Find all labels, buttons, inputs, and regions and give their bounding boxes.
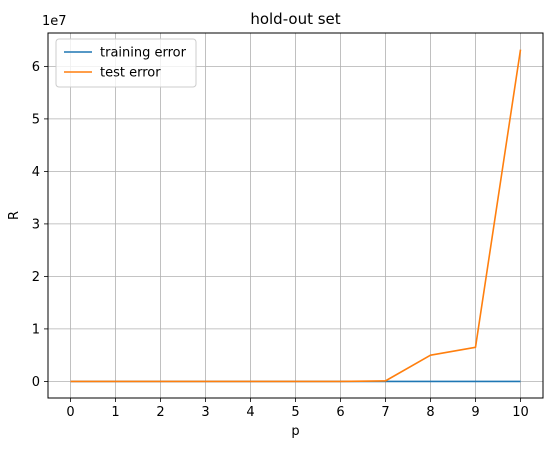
y-axis-label: R (7, 211, 22, 220)
legend-label: test error (100, 66, 161, 81)
ticks: 0 1 2 3 4 5 6 7 8 9 10 0 1 2 3 4 5 6 (32, 60, 529, 420)
series-line (70, 49, 522, 383)
legend-box (55, 38, 197, 88)
y-tick-label: 4 (32, 165, 40, 180)
y-tick-label: 5 (32, 112, 40, 127)
legend: training error test error (55, 38, 197, 88)
y-tick-label: 0 (32, 375, 40, 390)
y-tick-label: 3 (32, 217, 40, 232)
legend-label: training error (100, 46, 187, 61)
x-tick-label: 4 (246, 405, 254, 420)
y-tick-label: 2 (32, 270, 40, 285)
x-axis-label: p (291, 424, 299, 439)
x-tick-label: 2 (156, 405, 164, 420)
y-tick-label: 6 (32, 60, 40, 75)
y-tick-label: 1 (32, 322, 40, 337)
chart-title: hold-out set (250, 10, 340, 28)
x-tick-label: 9 (471, 405, 479, 420)
x-tick-label: 7 (381, 405, 389, 420)
grid (48, 33, 543, 398)
x-tick-label: 8 (426, 405, 434, 420)
x-tick-label: 10 (512, 405, 529, 420)
x-tick-label: 1 (111, 405, 119, 420)
x-tick-label: 3 (201, 405, 209, 420)
x-tick-label: 5 (291, 405, 299, 420)
y-axis-offset-label: 1e7 (42, 14, 67, 29)
series-lines (70, 49, 522, 383)
x-tick-label: 0 (66, 405, 74, 420)
x-tick-label: 6 (336, 405, 344, 420)
